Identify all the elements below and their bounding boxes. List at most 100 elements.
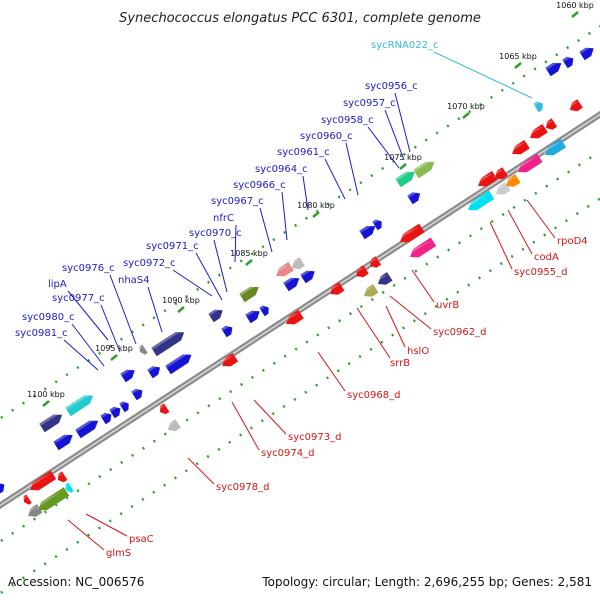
gene-arrow [100,412,112,425]
gene-label: psaC [129,534,154,545]
leader-line [67,519,105,551]
leader-line [507,209,533,255]
gene-arrow [0,482,5,495]
tick-mark [399,163,407,170]
leader-line [433,51,533,99]
gene-label: syc0980_c [22,312,75,323]
gene-arrow [543,138,567,156]
gene-arrow [413,159,435,179]
gene-arrow [65,393,94,417]
gene-label: syc0960_c [300,131,353,142]
tick-mark [312,211,320,218]
gene-arrow [395,170,415,188]
gene-arrow [274,262,294,277]
gene-arrow [328,282,345,295]
tick-label: 1065 kbp [499,52,537,61]
gene-arrow [362,284,379,297]
tick-label: 1070 kbp [447,102,485,111]
gene-label: uvrB [436,300,459,311]
leader-line [324,158,346,200]
gene-label: syc0958_c [321,115,374,126]
gene-label: syc0970_c [189,228,242,239]
gene-arrow [516,153,543,173]
gene-label: sycRNA022_c [371,40,438,51]
gene-arrow [284,310,304,325]
leader-line [526,199,556,239]
gene-label: codA [534,252,559,263]
gene-arrow [221,325,233,338]
leader-line [67,290,109,341]
tick-mark [245,259,253,266]
leader-line [317,351,346,392]
gene-label: syc0971_c [146,241,199,252]
leader-line [385,305,406,348]
tick-mark [177,306,185,313]
leader-line [147,286,163,333]
gene-label: hslO [407,346,429,357]
tick-label: 1090 kbp [162,296,200,305]
gene-arrow [36,487,70,511]
accession-text: Accession: NC_006576 [8,575,144,589]
gene-label: srrB [390,358,410,369]
gene-arrow [166,419,181,432]
gene-arrow [504,174,521,187]
gene-arrow [300,269,315,284]
gene-arrow [510,140,530,155]
leader-line [85,513,128,537]
gene-arrow [245,309,260,324]
gene-arrow [408,237,437,258]
gene-arrow [359,224,376,240]
gene-arrow [26,504,43,517]
gene-label: syc0955_d [514,267,567,278]
gene-arrow [53,433,73,451]
gene-arrow [131,388,143,401]
leader-line [411,269,435,303]
gene-arrow [476,170,498,187]
leader-line [234,224,237,263]
gene-arrow [354,265,369,278]
gene-arrow [407,191,421,205]
tick-mark [42,400,50,407]
leader-line [213,239,228,293]
gene-arrow [151,330,185,357]
tick-label: 1060 kbp [556,1,594,10]
gene-arrow [372,219,382,231]
leader-line [231,401,260,451]
gene-arrow [39,412,63,433]
gene-arrow [493,167,508,180]
leader-line [384,109,405,161]
gene-arrow [398,223,425,243]
gene-label: syc0956_c [365,81,418,92]
dotted-line [0,25,600,420]
leader-line [100,304,121,353]
tick-label: 1100 kbp [27,390,65,399]
gene-arrow [56,471,68,483]
tick-label: 1095 kbp [95,344,133,353]
gene-label: nfrC [213,213,234,224]
gene-label: syc0977_c [52,293,105,304]
leader-line [187,457,215,485]
gene-arrow [568,99,583,112]
gene-arrow [208,308,223,323]
gene-arrow [562,56,574,69]
gene-label: syc0972_c [123,258,176,269]
tick-mark [514,62,522,69]
gene-label: syc0966_c [233,180,286,191]
gene-label: lipA [48,279,67,290]
gene-arrow [290,257,305,270]
gene-arrow [544,118,558,130]
leader-line [345,142,359,196]
gene-label: syc0962_d [433,327,486,338]
gene-arrow [466,190,495,211]
gene-label: syc0973_d [288,432,341,443]
gene-arrow [22,494,32,505]
gene-arrow [545,61,562,77]
gene-arrow [283,276,300,292]
gene-label: syc0978_d [216,482,269,493]
gene-arrow [579,46,594,61]
gene-arrow [533,101,543,113]
gene-label: nhaS4 [118,275,150,286]
leader-line [259,207,273,253]
